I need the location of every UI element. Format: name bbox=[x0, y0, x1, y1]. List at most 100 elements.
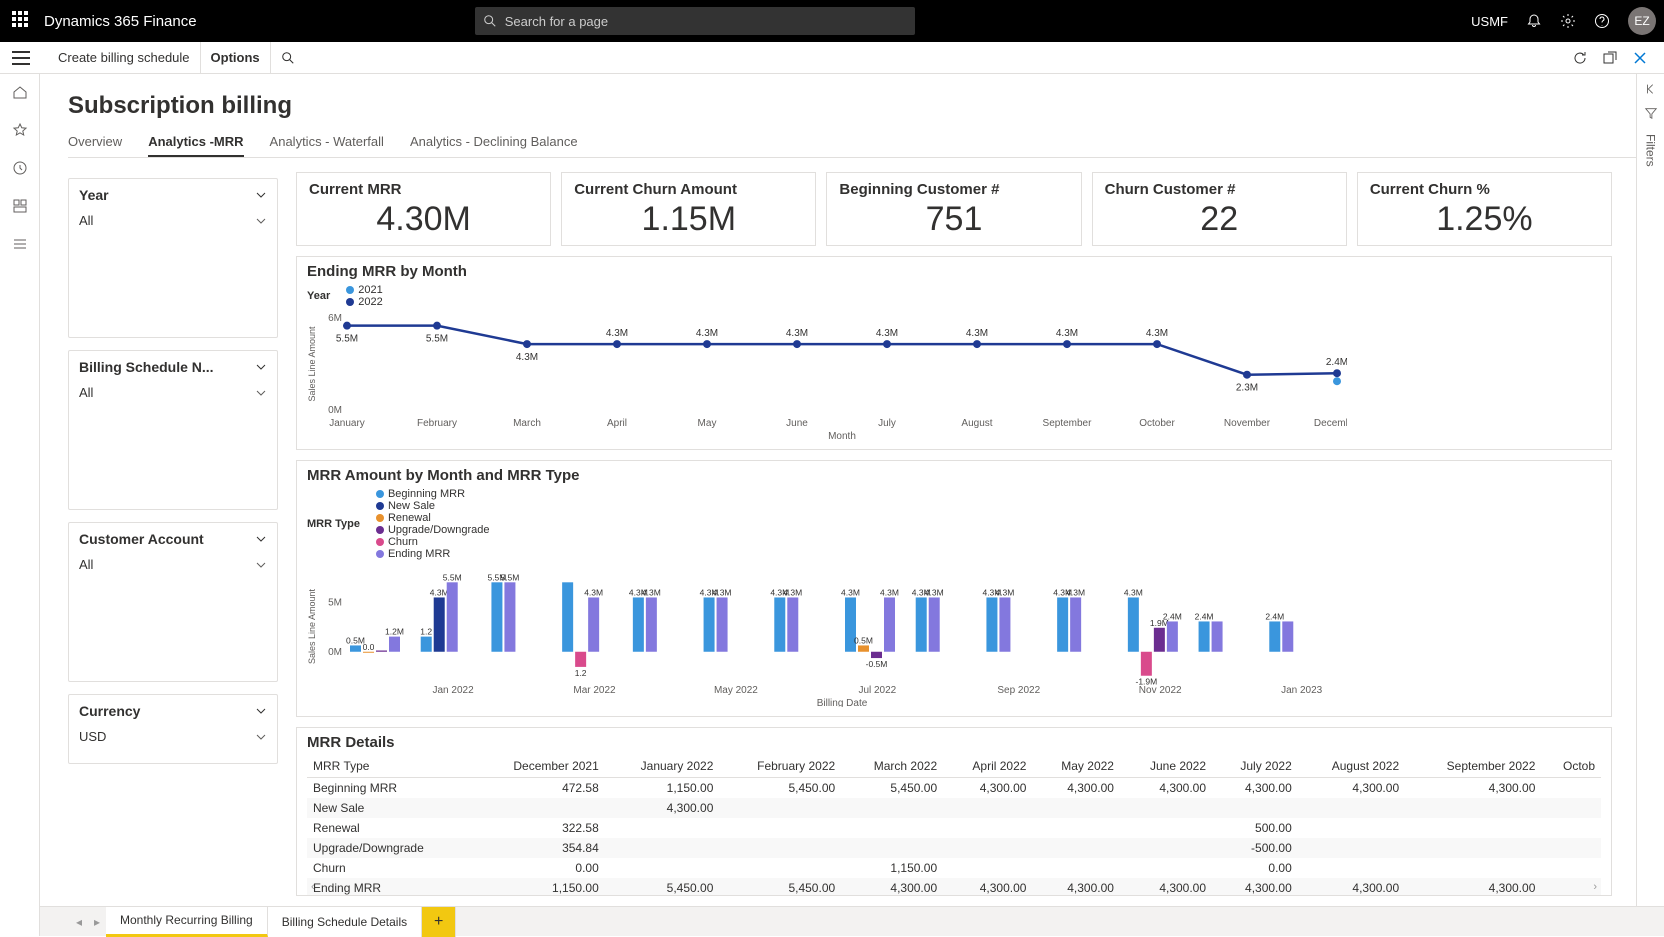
recent-icon[interactable] bbox=[12, 160, 28, 176]
filter-customer-select[interactable]: All bbox=[79, 553, 267, 577]
filter-customer-header[interactable]: Customer Account bbox=[79, 531, 267, 547]
right-filter-panel-collapsed[interactable]: Filters bbox=[1636, 74, 1664, 936]
svg-text:4.3M: 4.3M bbox=[841, 587, 860, 597]
workspaces-icon[interactable] bbox=[12, 198, 28, 214]
sheet-tabs: ◂ ▸ Monthly Recurring Billing Billing Sc… bbox=[40, 906, 1664, 936]
popout-icon[interactable] bbox=[1602, 50, 1618, 66]
nav-toggle-icon[interactable] bbox=[12, 51, 30, 65]
table-row[interactable]: Beginning MRR472.581,150.005,450.005,450… bbox=[307, 778, 1601, 799]
kpi-value: 751 bbox=[839, 200, 1068, 239]
table-row[interactable]: Churn0.001,150.000.00 bbox=[307, 858, 1601, 878]
legend-item[interactable]: New Sale bbox=[376, 500, 490, 512]
notifications-icon[interactable] bbox=[1526, 13, 1542, 29]
table-row[interactable]: Upgrade/Downgrade354.84-500.00 bbox=[307, 838, 1601, 858]
table-header[interactable]: June 2022 bbox=[1120, 755, 1212, 778]
app-launcher-icon[interactable] bbox=[12, 11, 32, 31]
org-label[interactable]: USMF bbox=[1471, 14, 1508, 29]
kpi-value: 4.30M bbox=[309, 200, 538, 239]
svg-text:4.3M: 4.3M bbox=[713, 587, 732, 597]
svg-text:March: March bbox=[513, 418, 541, 429]
table-header[interactable]: March 2022 bbox=[841, 755, 943, 778]
kpi-label: Current Churn Amount bbox=[574, 181, 803, 198]
favorites-icon[interactable] bbox=[12, 122, 28, 138]
svg-text:November: November bbox=[1224, 418, 1271, 429]
table-header[interactable]: September 2022 bbox=[1405, 755, 1541, 778]
table-header[interactable]: August 2022 bbox=[1298, 755, 1405, 778]
table-header[interactable]: July 2022 bbox=[1212, 755, 1298, 778]
filter-year-header[interactable]: Year bbox=[79, 187, 267, 203]
legend-item[interactable]: Beginning MRR bbox=[376, 488, 490, 500]
filter-currency-header[interactable]: Currency bbox=[79, 703, 267, 719]
svg-text:5M: 5M bbox=[328, 598, 342, 609]
filter-schedule-select[interactable]: All bbox=[79, 381, 267, 405]
filter-schedule: Billing Schedule N... All bbox=[68, 350, 278, 510]
kpi-card[interactable]: Current Churn %1.25% bbox=[1357, 172, 1612, 246]
tab-analytics-waterfall[interactable]: Analytics - Waterfall bbox=[270, 128, 384, 157]
table-scroll[interactable]: ‹› bbox=[307, 881, 1601, 895]
table-header[interactable]: December 2021 bbox=[473, 755, 605, 778]
svg-text:Jul 2022: Jul 2022 bbox=[858, 685, 896, 696]
svg-text:5.5M: 5.5M bbox=[500, 572, 519, 582]
kpi-card[interactable]: Beginning Customer #751 bbox=[826, 172, 1081, 246]
svg-text:4.3M: 4.3M bbox=[786, 328, 808, 339]
refresh-icon[interactable] bbox=[1572, 50, 1588, 66]
modules-icon[interactable] bbox=[12, 236, 28, 252]
tab-overview[interactable]: Overview bbox=[68, 128, 122, 157]
kpi-row: Current MRR 4.30M Current Churn Amount1.15… bbox=[296, 172, 1612, 246]
collapse-left-icon bbox=[1644, 82, 1658, 96]
kpi-label: Churn Customer # bbox=[1105, 181, 1334, 198]
table-header[interactable]: January 2022 bbox=[605, 755, 720, 778]
table-header[interactable]: MRR Type bbox=[307, 755, 473, 778]
help-icon[interactable] bbox=[1594, 13, 1610, 29]
global-search[interactable]: Search for a page bbox=[475, 7, 915, 35]
sheet-nav-prev[interactable]: ◂ bbox=[70, 915, 88, 929]
cmd-search-icon[interactable] bbox=[271, 42, 305, 74]
table-row[interactable]: New Sale4,300.00 bbox=[307, 798, 1601, 818]
filter-currency-select[interactable]: USD bbox=[79, 725, 267, 749]
home-icon[interactable] bbox=[12, 84, 28, 100]
right-panel-label: Filters bbox=[1644, 134, 1658, 167]
svg-text:December: December bbox=[1314, 418, 1347, 429]
legend-item[interactable]: Upgrade/Downgrade bbox=[376, 524, 490, 536]
legend-item[interactable]: 2022 bbox=[346, 296, 382, 308]
filter-schedule-header[interactable]: Billing Schedule N... bbox=[79, 359, 267, 375]
sheet-details[interactable]: Billing Schedule Details bbox=[268, 907, 422, 937]
svg-text:0M: 0M bbox=[328, 647, 342, 658]
sheet-nav-next[interactable]: ▸ bbox=[88, 915, 106, 929]
close-icon[interactable] bbox=[1632, 50, 1648, 66]
settings-icon[interactable] bbox=[1560, 13, 1576, 29]
page-title: Subscription billing bbox=[68, 92, 1640, 120]
user-avatar[interactable]: EZ bbox=[1628, 7, 1656, 35]
tab-analytics-mrr[interactable]: Analytics -MRR bbox=[148, 128, 243, 157]
kpi-card[interactable]: Current MRR 4.30M bbox=[296, 172, 551, 246]
svg-text:June: June bbox=[786, 418, 808, 429]
chevron-down-icon bbox=[255, 215, 267, 227]
ending-mrr-chart[interactable]: Sales Line Amount6M0M5.5M5.5M4.3M4.3M4.3… bbox=[307, 310, 1347, 440]
chevron-down-icon bbox=[255, 387, 267, 399]
svg-text:July: July bbox=[878, 418, 896, 429]
svg-text:4.3M: 4.3M bbox=[995, 587, 1014, 597]
table-header[interactable]: Octob bbox=[1541, 755, 1601, 778]
options-button[interactable]: Options bbox=[201, 42, 271, 74]
filter-year-select[interactable]: All bbox=[79, 209, 267, 233]
sheet-add[interactable]: + bbox=[422, 907, 456, 937]
table-header[interactable]: April 2022 bbox=[943, 755, 1032, 778]
table-header[interactable]: February 2022 bbox=[719, 755, 841, 778]
table-row[interactable]: Renewal322.58500.00 bbox=[307, 818, 1601, 838]
mrr-type-chart[interactable]: Sales Line Amount5M0M0.5M0.01.2M1.24.3M5… bbox=[307, 562, 1347, 707]
svg-text:Billing Date: Billing Date bbox=[817, 698, 868, 707]
svg-text:4.3M: 4.3M bbox=[783, 587, 802, 597]
table-header[interactable]: May 2022 bbox=[1032, 755, 1120, 778]
kpi-card[interactable]: Current Churn Amount1.15M bbox=[561, 172, 816, 246]
create-billing-button[interactable]: Create billing schedule bbox=[48, 42, 201, 74]
app-name: Dynamics 365 Finance bbox=[44, 13, 197, 30]
kpi-card[interactable]: Churn Customer #22 bbox=[1092, 172, 1347, 246]
sheet-monthly[interactable]: Monthly Recurring Billing bbox=[106, 907, 268, 937]
tab-analytics-declining-balance[interactable]: Analytics - Declining Balance bbox=[410, 128, 578, 157]
kpi-label: Current MRR bbox=[309, 181, 538, 198]
legend-item[interactable]: Ending MRR bbox=[376, 548, 490, 560]
legend-item[interactable]: 2021 bbox=[346, 284, 382, 296]
legend-item[interactable]: Renewal bbox=[376, 512, 490, 524]
mrr-details-table[interactable]: MRR TypeDecember 2021January 2022Februar… bbox=[307, 755, 1601, 895]
legend-item[interactable]: Churn bbox=[376, 536, 490, 548]
